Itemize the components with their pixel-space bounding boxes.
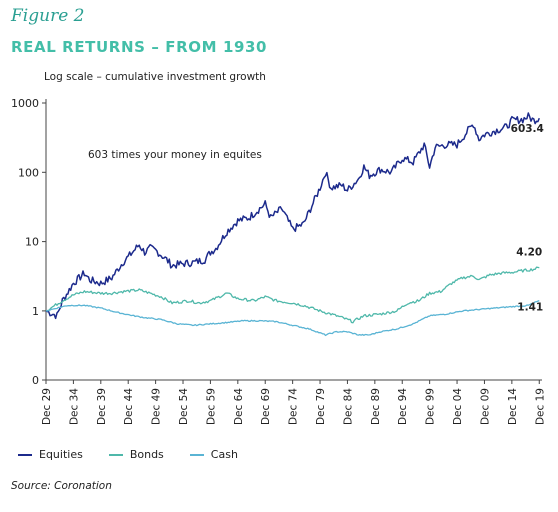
x-tick-label: Dec 94 [397, 388, 409, 425]
x-tick-label: Dec 79 [315, 388, 327, 425]
legend-label-cash: Cash [210, 448, 238, 461]
x-tick-label: Dec 04 [452, 388, 464, 425]
x-tick-label: Dec 29 [41, 388, 53, 425]
series-line-bonds [45, 266, 540, 324]
legend-item-equities: Equities [18, 448, 83, 461]
x-tick-label: Dec 44 [123, 388, 135, 425]
x-tick-label: Dec 49 [151, 388, 163, 425]
y-tick-label: 100 [18, 166, 39, 179]
series-line-equities [45, 112, 540, 320]
x-tick-label: Dec 64 [233, 388, 245, 425]
chart-annotation: 603 times your money in equites [88, 149, 262, 161]
figure-label: Figure 2 [11, 6, 85, 26]
legend-item-bonds: Bonds [108, 448, 164, 461]
legend-swatch-cash [189, 453, 204, 456]
chart-subtitle: Log scale – cumulative investment growth [44, 71, 266, 83]
y-tick-label: 1000 [11, 97, 39, 110]
x-tick-label: Dec 74 [288, 388, 300, 425]
chart-labels: 603.4 4.20 1.41 603 times your money in equ… [88, 123, 544, 313]
x-tick-label: Dec 89 [370, 388, 382, 425]
end-label-bonds: 4.20 [516, 247, 542, 259]
legend-swatch-equities [18, 453, 32, 456]
y-tick-label: 1 [32, 305, 39, 318]
y-tick-label: 10 [25, 236, 39, 249]
legend-label-bonds: Bonds [129, 448, 164, 461]
x-tick-label: Dec 14 [507, 388, 519, 425]
x-tick-label: Dec 19 [534, 388, 546, 425]
y-tick-label: 0 [32, 374, 39, 387]
chart-series [45, 112, 540, 337]
x-tick-label: Dec 69 [260, 388, 272, 425]
source-note: Source: Coronation [11, 480, 112, 492]
chart-legend: Equities Bonds Cash [18, 448, 264, 461]
x-tick-label: Dec 54 [178, 388, 190, 425]
legend-label-equities: Equities [39, 448, 83, 461]
chart-title: REAL RETURNS – FROM 1930 [11, 38, 268, 56]
series-line-cash [45, 299, 540, 337]
end-label-equities: 603.4 [511, 123, 544, 135]
legend-item-cash: Cash [189, 448, 238, 461]
x-tick-label: Dec 39 [96, 388, 108, 425]
x-tick-label: Dec 84 [342, 388, 354, 425]
legend-swatch-bonds [108, 453, 123, 456]
x-tick-label: Dec 59 [205, 388, 217, 425]
x-tick-label: Dec 34 [68, 388, 80, 425]
x-tick-label: Dec 09 [479, 388, 491, 425]
x-tick-label: Dec 99 [425, 388, 437, 425]
end-label-cash: 1.41 [517, 302, 543, 314]
